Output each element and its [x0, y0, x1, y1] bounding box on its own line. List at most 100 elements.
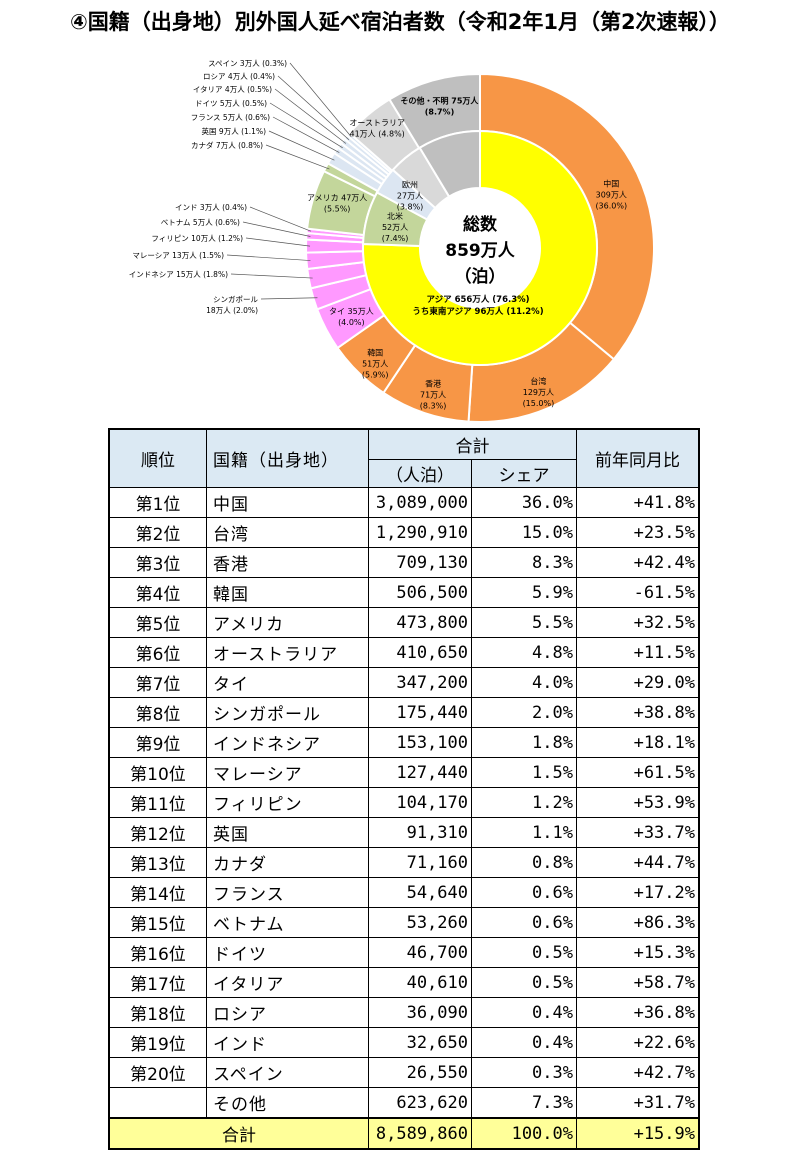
inner-label-2: 欧州 27万人 (3.8%): [397, 179, 424, 211]
outer-label-9: ベトナム 5万人 (0.6%): [161, 218, 240, 227]
share-cell: 15.0%: [471, 517, 577, 548]
yoy-cell: +22.6%: [576, 1027, 700, 1058]
outer-label-16: イタリア 4万人 (0.5%): [193, 85, 272, 94]
share-cell: 7.3%: [471, 1087, 577, 1119]
share-cell: 0.8%: [471, 847, 577, 878]
rank-cell: 第15位: [108, 907, 207, 938]
persons-cell: 32,650: [368, 1027, 472, 1058]
total-persons: 8,589,860: [368, 1117, 472, 1150]
table-row: 第10位 マレーシア 127,440 1.5% +61.5%: [108, 757, 700, 788]
outer-label-20: その他・不明 75万人 (8.7%): [401, 96, 480, 117]
table-row: 第2位 台湾 1,290,910 15.0% +23.5%: [108, 517, 700, 548]
outer-label-12-line: カナダ 7万人 (0.8%): [191, 140, 263, 150]
center-label-line: 総数: [463, 214, 498, 235]
yoy-cell: +41.8%: [576, 487, 700, 518]
outer-label-0-line: (36.0%): [595, 201, 627, 210]
share-cell: 0.4%: [471, 997, 577, 1028]
table-row: 第9位 インドネシア 153,100 1.8% +18.1%: [108, 727, 700, 758]
rank-cell: 第3位: [108, 547, 207, 578]
donut-chart: 中国 309万人 (36.0%) 台湾 129万人 (15.0%) 香港 71万人 (8.3%)…: [129, 59, 655, 423]
leader-line: [272, 116, 340, 153]
nationality-cell: カナダ: [206, 847, 369, 878]
nationality-cell: フィリピン: [206, 787, 369, 818]
outer-label-19-line: 41万人 (4.8%): [350, 129, 405, 138]
yoy-cell: +23.5%: [576, 517, 700, 548]
nationality-cell: スペイン: [206, 1057, 369, 1088]
rank-cell: 第10位: [108, 757, 207, 788]
nationality-cell: その他: [206, 1087, 369, 1119]
outer-label-1-line: (15.0%): [523, 399, 555, 408]
rank-cell: [108, 1087, 207, 1119]
nationality-cell: アメリカ: [206, 607, 369, 638]
yoy-cell: +32.5%: [576, 607, 700, 638]
share-cell: 5.5%: [471, 607, 577, 638]
outer-label-16-line: イタリア 4万人 (0.5%): [193, 85, 272, 94]
persons-cell: 54,640: [368, 877, 472, 908]
table-row: 第19位 インド 32,650 0.4% +22.6%: [108, 1027, 700, 1058]
outer-label-5: シンガポール 18万人 (2.0%): [206, 294, 258, 315]
outer-label-3-line: (5.9%): [362, 370, 389, 379]
outer-label-0-line: 中国: [603, 178, 619, 188]
outer-label-11: アメリカ 47万人 (5.5%): [307, 193, 367, 213]
outer-label-12: カナダ 7万人 (0.8%): [191, 140, 263, 150]
table-row: 第1位 中国 3,089,000 36.0% +41.8%: [108, 487, 700, 518]
persons-cell: 1,290,910: [368, 517, 472, 548]
outer-label-0: 中国 309万人 (36.0%): [595, 178, 627, 210]
yoy-cell: +38.8%: [576, 697, 700, 728]
share-cell: 0.5%: [471, 937, 577, 968]
header-share: シェア: [471, 459, 577, 488]
outer-label-7-line: マレーシア 13万人 (1.5%): [132, 251, 224, 260]
rank-cell: 第12位: [108, 817, 207, 848]
share-cell: 0.4%: [471, 1027, 577, 1058]
inner-label-0: アジア 656万人 (76.3%)うち東南アジア 96万人 (11.2%): [412, 294, 543, 317]
persons-cell: 40,610: [368, 967, 472, 998]
table-row: 第20位 スペイン 26,550 0.3% +42.7%: [108, 1057, 700, 1088]
share-cell: 0.6%: [471, 877, 577, 908]
rank-cell: 第11位: [108, 787, 207, 818]
header-rank: 順位: [108, 428, 207, 488]
persons-cell: 623,620: [368, 1087, 472, 1119]
inner-label-2-line: (3.8%): [397, 202, 424, 211]
outer-label-1: 台湾 129万人 (15.0%): [523, 376, 555, 408]
table-row: 第7位 タイ 347,200 4.0% +29.0%: [108, 667, 700, 698]
header-yoy: 前年同月比: [576, 428, 700, 488]
rank-cell: 第16位: [108, 937, 207, 968]
outer-label-20-line: (8.7%): [425, 108, 455, 117]
rank-cell: 第5位: [108, 607, 207, 638]
table-row: 第6位 オーストラリア 410,650 4.8% +11.5%: [108, 637, 700, 668]
yoy-cell: +36.8%: [576, 997, 700, 1028]
yoy-cell: +18.1%: [576, 727, 700, 758]
nationality-cell: フランス: [206, 877, 369, 908]
center-label-line: 859万人: [445, 241, 515, 261]
outer-label-2: 香港 71万人 (8.3%): [420, 378, 447, 410]
share-cell: 0.3%: [471, 1057, 577, 1088]
rank-cell: 第18位: [108, 997, 207, 1028]
share-cell: 4.0%: [471, 667, 577, 698]
table-row: 第5位 アメリカ 473,800 5.5% +32.5%: [108, 607, 700, 638]
yoy-cell: +15.3%: [576, 937, 700, 968]
table-row: 第17位 イタリア 40,610 0.5% +58.7%: [108, 967, 700, 998]
leader-line: [226, 254, 311, 261]
outer-label-11-line: アメリカ 47万人: [307, 193, 367, 202]
leader-line: [289, 62, 352, 138]
share-cell: 8.3%: [471, 547, 577, 578]
nationality-cell: シンガポール: [206, 697, 369, 728]
total-row: 合計 8,589,860 100.0% +15.9%: [108, 1117, 700, 1150]
persons-cell: 709,130: [368, 547, 472, 578]
share-cell: 1.5%: [471, 757, 577, 788]
share-cell: 36.0%: [471, 487, 577, 518]
outer-label-0-line: 309万人: [596, 190, 627, 199]
center-label: 総数 859万人 （泊）: [445, 214, 515, 287]
rank-cell: 第13位: [108, 847, 207, 878]
outer-label-18-line: スペイン 3万人 (0.3%): [208, 59, 287, 68]
persons-cell: 53,260: [368, 907, 472, 938]
outer-label-4: タイ 35万人 (4.0%): [329, 307, 374, 327]
persons-cell: 506,500: [368, 577, 472, 608]
outer-label-3-line: 韓国: [367, 347, 383, 357]
yoy-cell: +58.7%: [576, 967, 700, 998]
outer-label-20-line: その他・不明 75万人: [401, 96, 480, 106]
outer-label-2-line: 71万人: [420, 390, 446, 399]
leader-line: [269, 102, 343, 149]
rank-cell: 第1位: [108, 487, 207, 518]
share-cell: 0.5%: [471, 967, 577, 998]
